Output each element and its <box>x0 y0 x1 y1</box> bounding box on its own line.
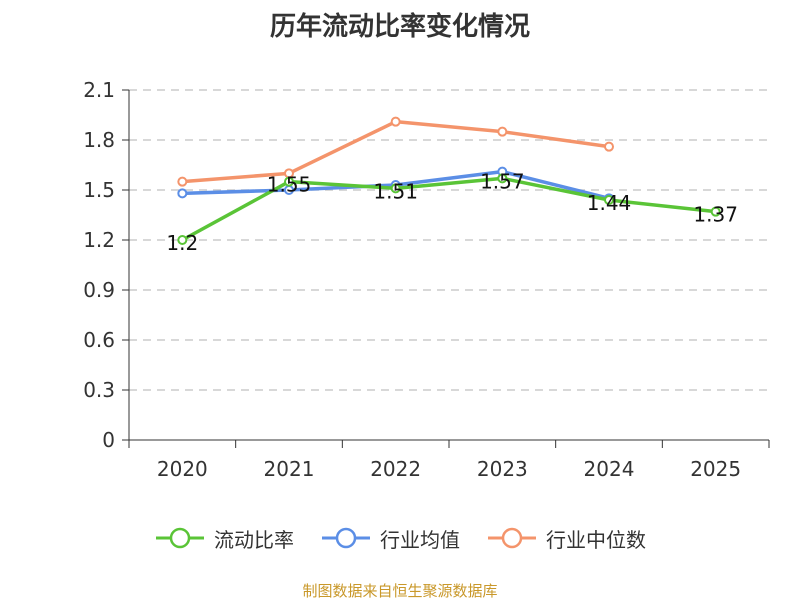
legend-item-0[interactable]: 流动比率 <box>154 524 294 553</box>
data-point-2 <box>497 126 508 137</box>
source-note: 制图数据来自恒生聚源数据库 <box>302 582 498 600</box>
x-tick-label: 2025 <box>690 457 741 481</box>
data-point-2 <box>177 176 188 187</box>
x-tick-label: 2021 <box>264 457 315 481</box>
y-tick-label: 0 <box>102 428 115 452</box>
legend-label: 行业均值 <box>380 527 460 552</box>
legend-swatch-icon <box>488 527 536 549</box>
x-tick-label: 2023 <box>477 457 528 481</box>
chart-title: 历年流动比率变化情况 <box>269 12 530 42</box>
legend-label: 流动比率 <box>214 527 294 552</box>
y-tick-label: 1.5 <box>83 178 115 202</box>
legend-item-1[interactable]: 行业均值 <box>320 524 460 553</box>
data-point-2 <box>604 141 614 152</box>
legend-swatch-icon <box>156 527 204 549</box>
y-tick-label: 1.8 <box>83 128 115 152</box>
data-point-0 <box>390 183 401 194</box>
y-tick-label: 0.3 <box>83 378 115 402</box>
y-tick-label: 0.6 <box>83 328 115 352</box>
data-point-0 <box>497 173 508 184</box>
data-point-1 <box>177 188 188 199</box>
data-labels: 1.2 1.55 1.51 1.57 1.44 1.37 <box>166 169 738 255</box>
data-label: 1.57 <box>480 169 525 193</box>
data-point-0 <box>284 176 294 187</box>
data-label: 1.55 <box>267 173 312 197</box>
grid-lines <box>129 89 769 391</box>
legend: 流动比率 行业均值 行业中位数 <box>0 522 800 554</box>
series-line-2 <box>182 119 610 184</box>
x-tick-label: 2020 <box>157 457 208 481</box>
data-label: 1.44 <box>587 191 632 215</box>
legend-swatch-marker <box>335 527 357 549</box>
y-tick-label: 0.9 <box>83 278 115 302</box>
data-point-0 <box>710 206 721 217</box>
data-point-0 <box>604 195 614 205</box>
legend-swatch-icon <box>322 527 370 549</box>
data-label: 1.51 <box>373 179 418 203</box>
data-point-0 <box>177 235 188 245</box>
x-tick-label: 2022 <box>370 457 421 481</box>
data-point-2 <box>390 116 401 127</box>
axes: 0 0.3 0.6 0.9 1.2 1.5 1.8 2.1 2020 2021 2022 2023 20… <box>83 78 770 481</box>
legend-item-2[interactable]: 行业中位数 <box>486 524 646 553</box>
legend-label: 行业中位数 <box>546 527 646 552</box>
legend-swatch-marker <box>169 527 191 549</box>
y-tick-label: 1.2 <box>83 228 115 252</box>
legend-swatch-marker <box>501 527 523 549</box>
series-lines <box>177 116 721 245</box>
y-tick-label: 2.1 <box>83 78 115 102</box>
x-tick-label: 2024 <box>584 457 635 481</box>
data-label: 1.2 <box>166 231 198 255</box>
data-label: 1.37 <box>693 203 738 227</box>
series-line-0 <box>181 176 716 242</box>
